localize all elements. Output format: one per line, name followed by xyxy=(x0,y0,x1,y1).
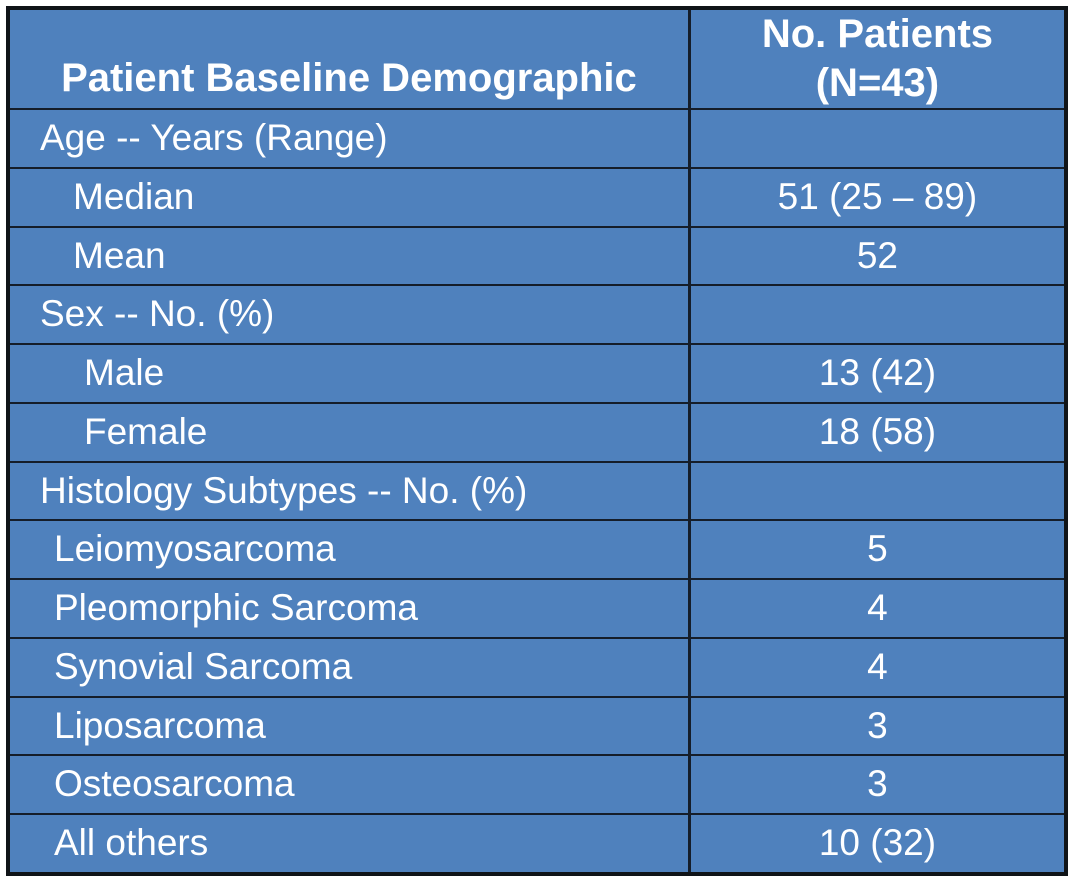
table-row-sex: Sex -- No. (%) xyxy=(10,286,1064,346)
row-label: Liposarcoma xyxy=(54,704,266,746)
row-label-cell: Histology Subtypes -- No. (%) xyxy=(10,462,691,520)
row-label: Synovial Sarcoma xyxy=(54,645,353,687)
row-label-cell: Leiomyosarcoma xyxy=(10,521,691,579)
row-value: 10 (32) xyxy=(818,822,937,864)
table-row-leiomyosarcoma: Leiomyosarcoma 5 xyxy=(10,521,1064,581)
table-row-female: Female 18 (58) xyxy=(10,403,1064,463)
row-label-cell: Liposarcoma xyxy=(10,697,691,755)
row-label: Osteosarcoma xyxy=(54,763,295,805)
row-label: All others xyxy=(54,822,209,864)
row-label-cell: Osteosarcoma xyxy=(10,756,691,814)
table-row-osteosarcoma: Osteosarcoma 3 xyxy=(10,756,1064,816)
row-label: Mean xyxy=(73,234,166,276)
row-label-cell: Male xyxy=(10,345,691,402)
header-cell-demographic: Patient Baseline Demographic xyxy=(10,10,691,108)
row-label-cell: Pleomorphic Sarcoma xyxy=(10,580,691,637)
row-value: 4 xyxy=(867,645,888,687)
row-label: Sex -- No. (%) xyxy=(40,293,275,335)
table-row-median: Median 51 (25 – 89) xyxy=(10,168,1064,228)
row-value-cell: 3 xyxy=(691,756,1064,813)
table-row-male: Male 13 (42) xyxy=(10,345,1064,404)
row-label: Median xyxy=(73,175,195,217)
row-value-cell: 5 xyxy=(691,521,1064,578)
row-label: Pleomorphic Sarcoma xyxy=(54,587,418,629)
row-value-cell: 4 xyxy=(691,639,1064,696)
row-label: Male xyxy=(84,352,165,394)
row-label-cell: Synovial Sarcoma xyxy=(10,638,691,696)
header-label-no-patients-line1: No. Patients xyxy=(761,12,994,57)
table-row-all-others: All others 10 (32) xyxy=(10,815,1064,872)
row-label-cell: Sex -- No. (%) xyxy=(10,286,691,344)
row-label-cell: Median xyxy=(10,168,691,226)
table-row-histology: Histology Subtypes -- No. (%) xyxy=(10,462,1064,522)
row-label-cell: Mean xyxy=(10,227,691,285)
row-value-cell xyxy=(691,286,1064,343)
row-value: 52 xyxy=(856,234,899,276)
row-label: Female xyxy=(84,410,208,452)
row-value: 51 (25 – 89) xyxy=(777,175,978,217)
patient-demographics-table: Patient Baseline Demographic No. Patient… xyxy=(6,6,1068,876)
header-label-no-patients-line2: (N=43) xyxy=(815,61,940,105)
header-cell-no-patients: No. Patients (N=43) xyxy=(691,10,1064,108)
row-value-cell xyxy=(691,463,1064,520)
row-value-cell: 13 (42) xyxy=(691,345,1064,402)
row-value: 3 xyxy=(867,704,888,746)
row-label: Histology Subtypes -- No. (%) xyxy=(40,469,528,511)
row-value: 4 xyxy=(867,587,888,629)
row-value-cell: 51 (25 – 89) xyxy=(691,169,1064,226)
row-value: 13 (42) xyxy=(818,352,937,394)
row-value-cell: 52 xyxy=(691,228,1064,285)
table-row-mean: Mean 52 xyxy=(10,227,1064,287)
row-label-cell: Female xyxy=(10,403,691,461)
table-row-synovial-sarcoma: Synovial Sarcoma 4 xyxy=(10,638,1064,698)
row-label-cell: Age -- Years (Range) xyxy=(10,110,691,167)
row-label-cell: All others xyxy=(10,815,691,872)
table-row-liposarcoma: Liposarcoma 3 xyxy=(10,697,1064,757)
row-label: Age -- Years (Range) xyxy=(40,117,388,159)
row-value: 5 xyxy=(867,528,888,570)
table-row-age: Age -- Years (Range) xyxy=(10,110,1064,169)
row-label: Leiomyosarcoma xyxy=(54,528,336,570)
row-value-cell: 10 (32) xyxy=(691,815,1064,872)
header-label-demographic: Patient Baseline Demographic xyxy=(61,56,637,100)
row-value: 3 xyxy=(867,763,888,805)
row-value-cell: 4 xyxy=(691,580,1064,637)
table-header-row: Patient Baseline Demographic No. Patient… xyxy=(10,10,1064,110)
row-value: 18 (58) xyxy=(818,410,937,452)
row-value-cell: 3 xyxy=(691,698,1064,755)
table-row-pleomorphic-sarcoma: Pleomorphic Sarcoma 4 xyxy=(10,580,1064,639)
row-value-cell xyxy=(691,110,1064,167)
row-value-cell: 18 (58) xyxy=(691,404,1064,461)
